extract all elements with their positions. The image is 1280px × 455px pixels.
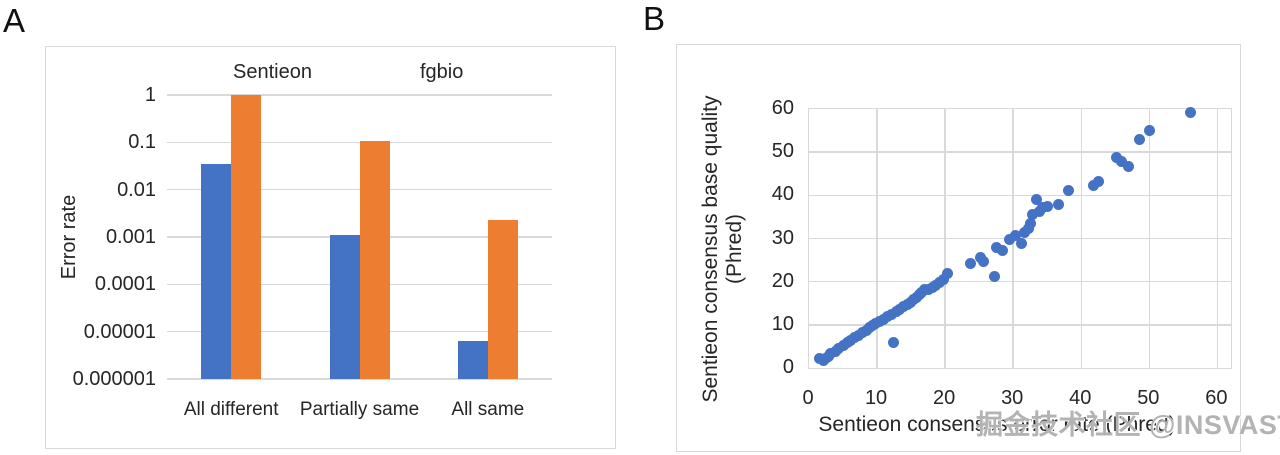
bar-sentieon-0 [201,163,232,379]
bar-fgbio-1 [359,141,390,379]
scatter-point [1088,180,1099,192]
scatter-point [1123,160,1135,172]
scatter-point [978,255,990,267]
scatter-point [990,242,1002,254]
scatter-point [989,270,1001,282]
y-tick-label: 10 [771,312,794,335]
scatter-point [1093,176,1105,188]
panel-a-card: Sentieon fgbio Error rate 1 0.1 0.01 0.001 0… [45,46,616,449]
scatter-point [965,258,977,270]
panel-a-plot [167,94,552,380]
x-tick-label: 10 [864,387,888,409]
x-category-label: All different [183,399,279,420]
y-tick-label: 0.0001 [94,273,156,296]
scatter-point [1052,199,1064,211]
panel-a-category-labels: All different Partially same All same [167,399,552,423]
legend-swatch-fgbio-icon [398,65,413,80]
y-tick-label: 0.000001 [72,368,156,390]
scatter-point [1015,237,1027,249]
gridline-y [809,194,1231,197]
legend-item-fgbio: fgbio [398,62,463,82]
panel-b-x-tick-labels: 0 10 20 30 40 50 60 [802,387,1230,411]
x-tick-label: 20 [933,387,956,409]
gridline-y [809,151,1231,153]
scatter-point [1025,217,1037,229]
x-category-label: All same [451,399,525,420]
y-tick-label: 0 [782,356,794,378]
panel-b-letter: B [643,0,666,37]
scatter-point [1134,134,1146,146]
x-tick-label: 40 [1069,387,1092,409]
y-tick-label: 0.01 [117,178,156,201]
y-tick-label: 0.00001 [83,320,156,343]
y-tick-label: 0.1 [128,131,156,154]
legend-item-sentieon: Sentieon [211,62,312,82]
panel-b-x-axis-title: Sentieon consensus error rate (Phred) [818,413,1176,436]
gridline-y [167,94,552,96]
x-tick-label: 30 [1001,387,1024,409]
scatter-point [996,244,1008,256]
bar-fgbio-2 [487,219,518,379]
panel-a-legend: Sentieon fgbio [211,62,463,82]
scatter-point [1004,233,1016,245]
scatter-point [1143,124,1155,136]
panel-b-plot [808,106,1232,369]
gridline-y [809,324,1231,326]
legend-label-sentieon: Sentieon [233,61,312,83]
legend-swatch-sentieon-icon [211,65,226,80]
y-tick-label: 0.001 [105,226,156,248]
bar-sentieon-1 [329,235,360,379]
gridline-y [809,280,1231,283]
gridline-y [167,378,552,380]
x-tick-label: 0 [802,387,814,409]
x-tick-label: 50 [1137,387,1160,409]
scatter-point [1030,193,1042,205]
y-tick-label: 50 [771,140,794,163]
panel-a-y-tick-labels: 1 0.1 0.01 0.001 0.0001 0.00001 0.000001 [46,84,156,390]
scatter-point [1027,209,1039,221]
scatter-point [942,268,954,280]
x-tick-label: 60 [1205,387,1228,409]
bar-fgbio-0 [231,95,262,379]
scatter-point [1042,200,1054,212]
scatter-point [887,336,899,348]
scatter-point [1062,184,1074,196]
scatter-point [938,273,950,285]
y-tick-label: 20 [771,269,794,292]
y-tick-label: 60 [771,97,794,119]
bar-sentieon-2 [457,340,488,379]
scatter-point [1010,229,1022,241]
panel-b-card: Sentieon consensus base quality (Phred) … [676,44,1241,452]
panel-b-y-tick-labels: 0 10 20 30 40 50 60 [677,97,794,378]
y-tick-label: 30 [771,226,794,249]
legend-label-fgbio: fgbio [419,61,464,83]
scatter-point [1115,156,1127,168]
y-tick-label: 40 [771,183,794,206]
watermark-text: 掘金技术社区 @INSVAST [976,410,1280,440]
scatter-point [1185,106,1197,118]
y-tick-label: 1 [144,84,156,106]
panel-a-letter: A [3,2,26,39]
x-category-label: Partially same [299,399,420,420]
